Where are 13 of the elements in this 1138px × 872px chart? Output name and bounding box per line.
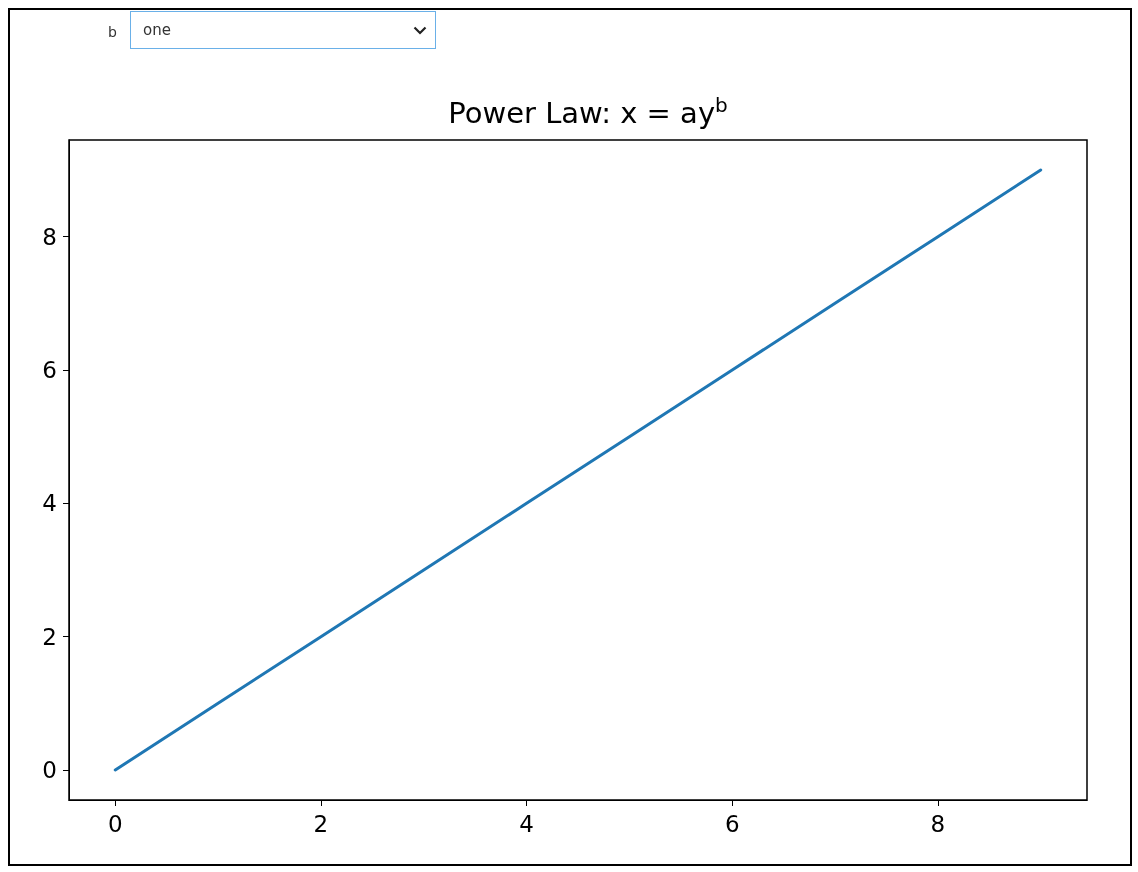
x-tick-label: 6 <box>724 810 740 837</box>
x-tick-label: 8 <box>930 810 946 837</box>
y-tick-label: 2 <box>42 623 57 650</box>
x-tick-label: 0 <box>107 810 123 837</box>
y-tick-label: 0 <box>42 757 57 783</box>
x-tick-label: 2 <box>313 810 329 837</box>
line-series <box>113 168 1043 772</box>
y-tick-label: 6 <box>42 357 57 383</box>
x-tick-label: 4 <box>519 810 534 837</box>
y-tick-label: 8 <box>42 223 57 250</box>
dropdown: one <box>130 11 436 49</box>
text: b <box>108 24 117 40</box>
y-tick-label: 4 <box>42 490 57 517</box>
